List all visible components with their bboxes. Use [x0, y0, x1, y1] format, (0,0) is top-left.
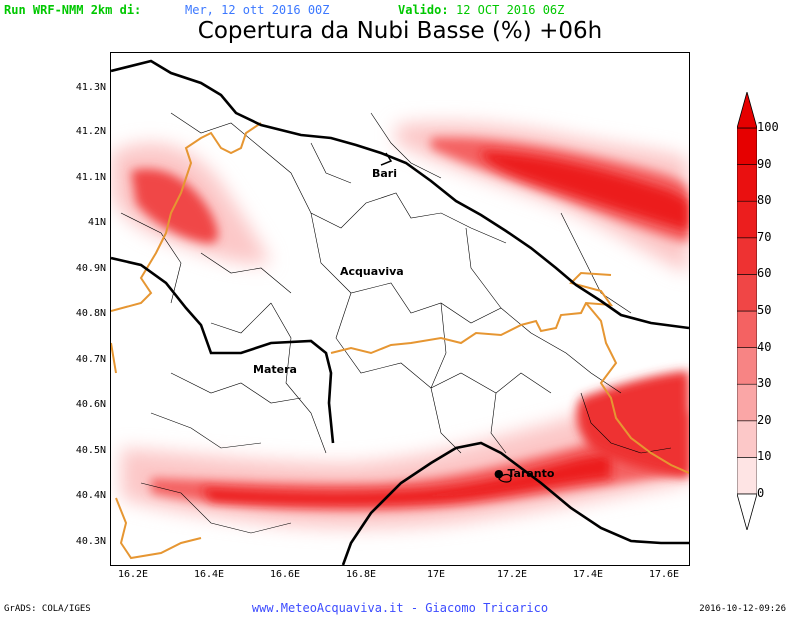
colorbar-cell [737, 310, 757, 348]
coastline [111, 59, 689, 565]
colorbar-label: 50 [757, 303, 772, 317]
lon-label: 16.4E [193, 569, 225, 580]
footer-timestamp: 2016-10-12-09:26 [699, 604, 786, 614]
lon-label: 16.8E [345, 569, 377, 580]
colorbar-label: 20 [757, 412, 772, 427]
lat-label: 40.5N [75, 445, 106, 456]
mar-piccolo-outline [498, 473, 512, 483]
city-label-acquaviva: Acquaviva [340, 265, 404, 278]
lat-label: 40.9N [75, 263, 106, 274]
municipal-boundaries [120, 112, 672, 534]
colorbar-label: 40 [757, 339, 772, 354]
colorbar-label: 70 [757, 229, 772, 244]
colorbar-label: 100 [757, 120, 779, 134]
run-label: Run WRF-NMM 2km di: [4, 3, 142, 17]
cloud-field [111, 121, 689, 529]
footer-credit-link[interactable]: www.MeteoAcquaviva.it - Giacomo Tricaric… [251, 601, 549, 615]
run-date: Mer, 12 ott 2016 00Z [185, 3, 330, 17]
lat-label: 41.3N [75, 82, 106, 93]
region-boundary [111, 122, 689, 560]
lat-label: 40.3N [75, 536, 106, 547]
colorbar-cell [737, 420, 757, 458]
colorbar [737, 92, 757, 530]
valid-date: 12 OCT 2016 06Z [456, 3, 565, 17]
city-label-matera: Matera [253, 363, 297, 376]
colorbar-cell [737, 200, 757, 239]
lon-label: 17.2E [496, 569, 528, 580]
lon-label: 16.6E [269, 569, 301, 580]
colorbar-bottom-triangle [737, 493, 757, 530]
colorbar-cell [737, 164, 757, 202]
lat-label: 41.1N [75, 172, 106, 183]
bari-coast-detail [380, 152, 393, 166]
map-area [110, 52, 690, 566]
map-title: Copertura da Nubi Basse (%) +06h [197, 18, 603, 44]
colorbar-cell [737, 383, 757, 422]
colorbar-label: 90 [757, 156, 772, 171]
colorbar-label: 60 [757, 266, 772, 281]
colorbar-label: 10 [757, 449, 772, 464]
lat-label: 41N [87, 217, 106, 228]
colorbar-cell [737, 347, 757, 385]
lon-label: 17.6E [648, 569, 680, 580]
city-name: Taranto [507, 467, 555, 480]
footer-software: GrADS: COLA/IGES [4, 604, 91, 614]
map-canvas [111, 59, 689, 565]
lon-label: 17.4E [572, 569, 604, 580]
lon-label: 16.2E [117, 569, 149, 580]
colorbar-cell [737, 127, 757, 165]
colorbar-cell [737, 457, 757, 495]
city-label-bari: Bari [372, 167, 398, 180]
colorbar-label: 0 [757, 486, 765, 500]
lat-label: 40.4N [75, 490, 106, 501]
colorbar-cell [737, 237, 757, 275]
colorbar-cell [737, 274, 757, 312]
lon-label: 17E [426, 569, 446, 580]
colorbar-top-triangle [737, 92, 757, 129]
lat-label: 40.8N [75, 308, 106, 319]
city-label-taranto: ● Taranto [494, 467, 554, 480]
lat-label: 40.6N [75, 399, 106, 410]
colorbar-label: 80 [757, 193, 772, 208]
colorbar-label: 30 [757, 376, 772, 391]
lat-label: 41.2N [75, 126, 106, 137]
lat-label: 40.7N [75, 354, 106, 365]
city-marker-icon: ● [494, 467, 504, 480]
valid-label: Valido: [398, 3, 449, 17]
